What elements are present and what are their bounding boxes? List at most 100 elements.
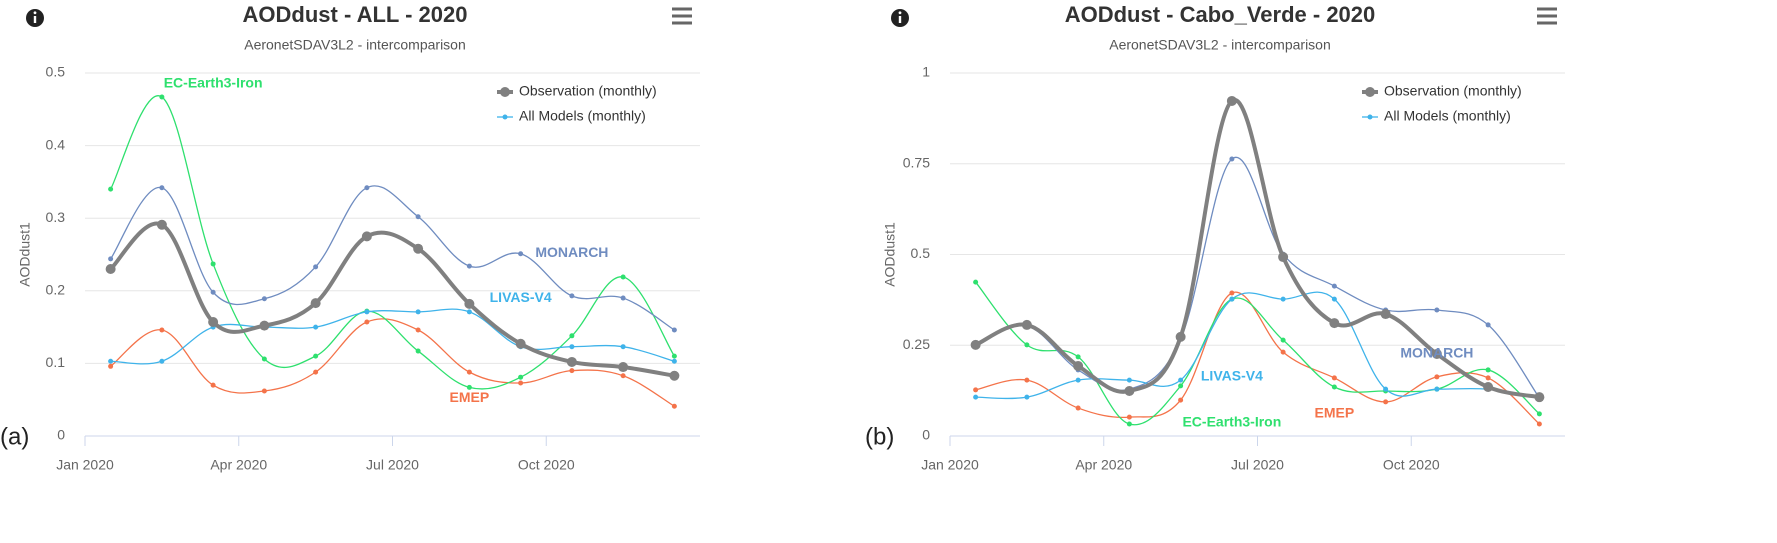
menu-icon-bar [672,7,692,11]
series-point [261,388,267,394]
x-tick-label: Jul 2020 [1231,457,1284,473]
series-point [1536,411,1542,417]
series-point [313,353,319,359]
series-point [466,309,472,315]
series-point [671,327,677,333]
series-point [364,185,370,191]
series-point [1331,283,1337,289]
y-tick-label: 0 [922,427,930,443]
series-point [1229,296,1235,302]
legend-marker [1365,87,1375,97]
annotation: EMEP [1315,405,1355,421]
chart-subtitle: AeronetSDAV3L2 - intercomparison [1109,37,1331,53]
menu-icon-bar [1537,14,1557,18]
series-point [1178,377,1184,383]
series-point [566,356,577,367]
y-tick-label: 0.2 [46,282,66,298]
chart-subtitle: AeronetSDAV3L2 - intercomparison [244,37,466,53]
series-point [108,358,114,364]
series-point [618,362,629,373]
series-point [313,369,319,375]
series-point [364,319,370,325]
annotation: LIVAS-V4 [490,289,552,305]
series-point [310,298,321,309]
menu-icon-bar [1537,7,1557,11]
legend-marker [500,87,510,97]
series-point [569,344,575,350]
series-point [1331,375,1337,381]
series-point [1331,296,1337,302]
series-point [1329,318,1340,329]
x-tick-label: Oct 2020 [518,457,575,473]
series-point [569,333,575,339]
series-point [669,370,680,381]
series-point [259,320,270,331]
series-point [108,256,114,262]
y-tick-label: 0.5 [911,245,931,261]
x-tick-label: Apr 2020 [1075,457,1132,473]
series-point [1229,156,1235,162]
y-tick-label: 0.3 [46,209,66,225]
info-icon-dot [33,11,37,15]
series-point [464,298,475,309]
series-point [1434,307,1440,313]
info-icon-bar [898,16,902,23]
info-icon-bar [33,16,37,23]
info-icon-dot [898,11,902,15]
series-point [518,380,524,386]
series-point [159,185,165,191]
series-point [210,382,216,388]
y-tick-label: 0.25 [903,336,930,352]
x-tick-label: Jan 2020 [56,457,114,473]
series-point [1431,348,1442,359]
series-line [110,95,675,390]
chart-title: AODdust - Cabo_Verde - 2020 [1065,2,1376,27]
series-point [159,358,165,364]
x-tick-label: Oct 2020 [1383,457,1440,473]
y-axis-label: AODdust1 [17,222,33,287]
series-point [970,339,981,350]
x-tick-label: Apr 2020 [210,457,267,473]
series-point [466,369,472,375]
series-point [671,353,677,359]
series-point [313,324,319,330]
legend-label: All Models (monthly) [1384,108,1511,124]
series-point [1126,414,1132,420]
series-point [973,387,979,393]
series-point [1383,399,1389,405]
series-point [1278,252,1289,263]
annotation: LIVAS-V4 [1201,368,1263,384]
menu-icon-bar [672,14,692,18]
series-point [1331,384,1337,390]
series-point [1536,421,1542,427]
y-tick-label: 0.4 [46,136,66,152]
series-point [415,214,421,220]
annotation: MONARCH [1400,345,1473,361]
series-point [1534,392,1545,403]
series-point [261,296,267,302]
series-point [1485,375,1491,381]
y-tick-label: 0.75 [903,154,930,170]
series-point [159,94,165,100]
series-point [1380,309,1391,320]
series-point [620,344,626,350]
legend-label: All Models (monthly) [519,108,646,124]
x-tick-label: Jul 2020 [366,457,419,473]
legend-label: Observation (monthly) [519,83,657,99]
y-tick-label: 0.1 [46,354,66,370]
series-point [620,295,626,301]
series-point [313,264,319,270]
series-point [1483,381,1494,392]
series-point [105,264,116,275]
series-point [466,384,472,390]
series-point [466,263,472,269]
menu-icon-bar [672,21,692,25]
series-point [1280,349,1286,355]
series-point [620,274,626,280]
series-point [1126,421,1132,427]
series-point [261,356,267,362]
series-point [1226,95,1237,106]
series-point [108,363,114,369]
series-point [210,261,216,267]
legend-marker [502,114,508,120]
